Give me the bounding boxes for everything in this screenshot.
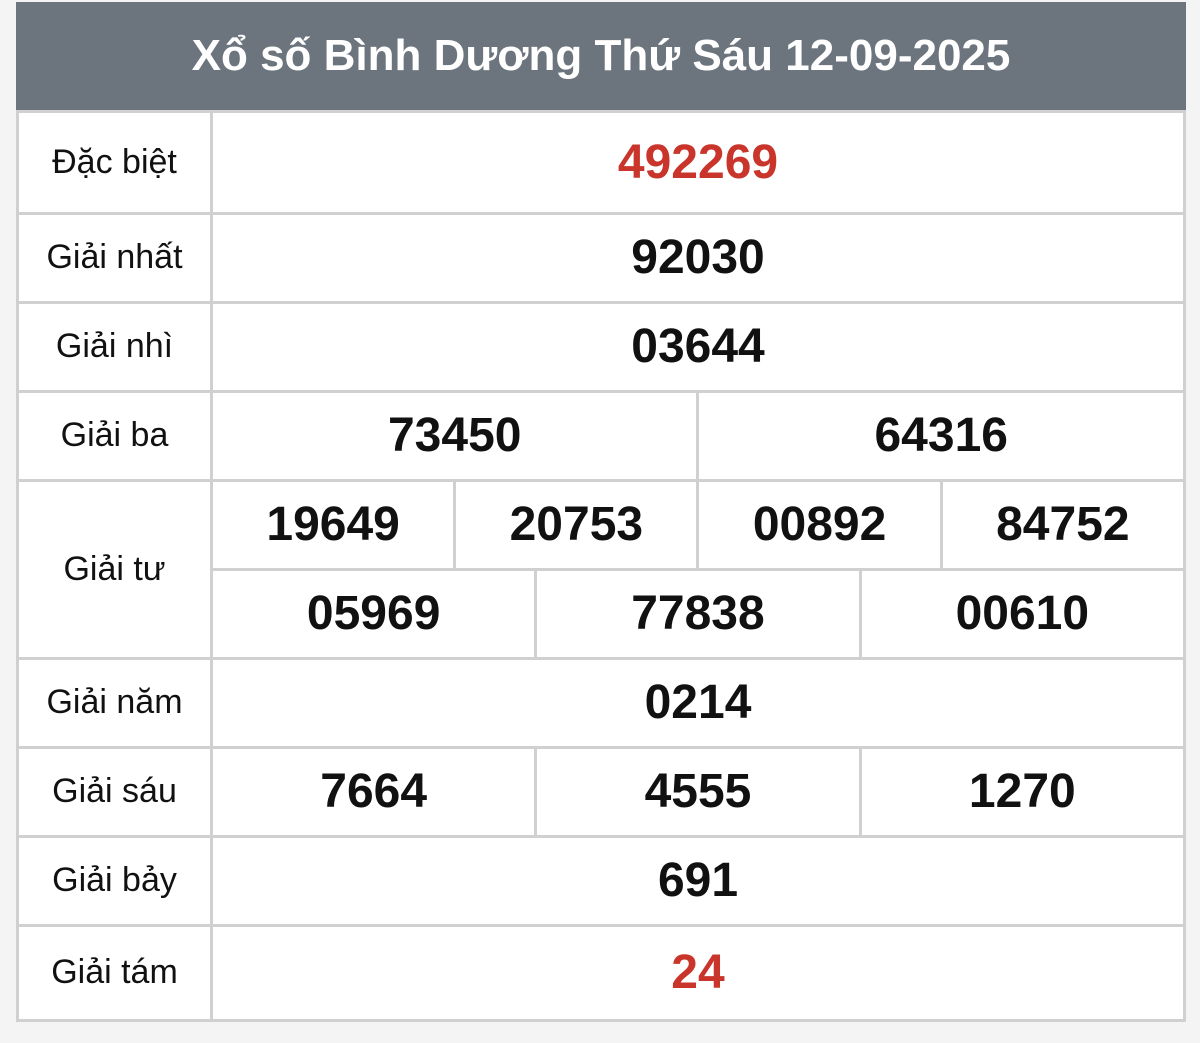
prize-label: Giải tư xyxy=(16,478,213,660)
row-first: Giải nhất 92030 xyxy=(16,211,1186,304)
prize-number: 1270 xyxy=(858,745,1187,838)
prize-number: 92030 xyxy=(210,211,1186,304)
prize-number: 24 xyxy=(210,923,1186,1022)
page-title: Xổ số Bình Dương Thứ Sáu 12-09-2025 xyxy=(16,2,1186,113)
prize-label: Giải năm xyxy=(16,656,213,749)
prize-number: 0214 xyxy=(210,656,1186,749)
row-seventh: Giải bảy 691 xyxy=(16,834,1186,927)
row-sixth: Giải sáu 7664 4555 1270 xyxy=(16,745,1187,838)
results-table: Xổ số Bình Dương Thứ Sáu 12-09-2025 Đặc … xyxy=(16,2,1187,1022)
row-third: Giải ba 73450 64316 xyxy=(16,389,1186,482)
prize-number: 03644 xyxy=(210,300,1186,393)
prize-number: 492269 xyxy=(210,113,1186,215)
row-fourth-b: 05969 77838 00610 xyxy=(18,567,1187,660)
prize-number: 84752 xyxy=(939,478,1187,571)
prize-label: Giải nhất xyxy=(16,211,213,304)
prize-number: 7664 xyxy=(209,745,538,838)
prize-label: Giải ba xyxy=(16,389,213,482)
prize-number: 4555 xyxy=(534,745,862,838)
row-fourth-a: Giải tư 19649 20753 00892 84752 xyxy=(16,478,1187,660)
row-special: Đặc biệt 492269 xyxy=(16,113,1186,215)
prize-number: 64316 xyxy=(696,389,1186,482)
prize-number: 05969 xyxy=(209,567,538,660)
prize-number: 20753 xyxy=(453,478,700,571)
prize-number: 19649 xyxy=(209,478,457,571)
prize-label: Giải bảy xyxy=(16,834,213,927)
prize-number: 00892 xyxy=(696,478,943,571)
row-fifth: Giải năm 0214 xyxy=(16,656,1186,749)
prize-number: 73450 xyxy=(209,389,700,482)
row-second: Giải nhì 03644 xyxy=(16,300,1186,393)
prize-number: 691 xyxy=(210,834,1186,927)
prize-number: 77838 xyxy=(534,567,862,660)
prize-label: Giải nhì xyxy=(16,300,213,393)
prize-label: Giải tám xyxy=(16,923,213,1022)
row-eighth: Giải tám 24 xyxy=(16,923,1186,1022)
prize-number: 00610 xyxy=(858,567,1187,660)
prize-label: Giải sáu xyxy=(16,745,213,838)
prize-label: Đặc biệt xyxy=(16,113,213,215)
